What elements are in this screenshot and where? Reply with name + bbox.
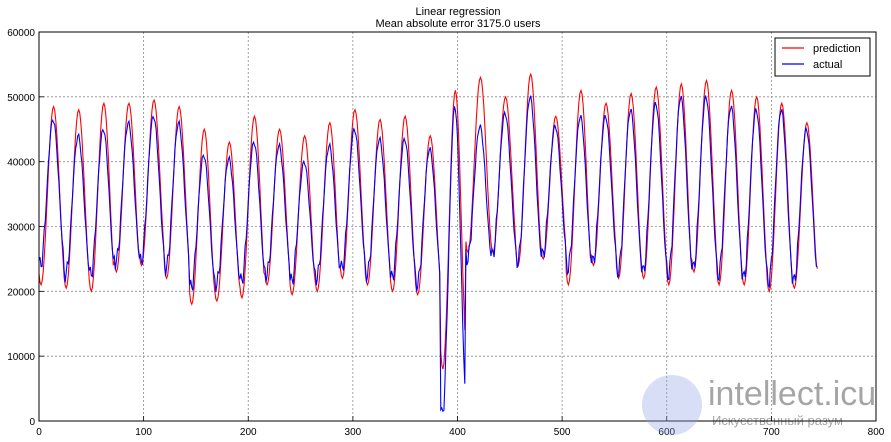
watermark-tagline: Искусственный разум: [712, 413, 843, 428]
legend-label-prediction: prediction: [813, 43, 861, 55]
plot-frame: [38, 31, 877, 422]
series-line-actual: [38, 95, 818, 413]
y-tick-label: 60000: [7, 28, 35, 39]
y-tick-label: 0: [29, 417, 35, 428]
x-tick-label: 400: [449, 427, 466, 438]
watermark-brand: intellect.icu: [708, 375, 876, 413]
series-line-prediction: [38, 72, 818, 370]
chart-title: Linear regression: [416, 6, 501, 18]
x-tick-label: 700: [763, 427, 780, 438]
x-tick-label: 0: [36, 427, 42, 438]
x-tick-label: 200: [240, 427, 257, 438]
y-tick-label: 20000: [7, 287, 35, 298]
y-tick-label: 10000: [7, 352, 35, 363]
x-tick-label: 300: [345, 427, 362, 438]
legend-label-actual: actual: [813, 59, 842, 71]
x-tick-label: 800: [868, 427, 885, 438]
series-group: [38, 72, 818, 413]
y-tick-label: 50000: [7, 93, 35, 104]
y-tick-label: 30000: [7, 223, 35, 234]
x-tick-label: 500: [554, 427, 571, 438]
legend-box: [774, 37, 871, 77]
watermark-logo-icon: [642, 375, 702, 435]
x-tick-label: 600: [658, 427, 675, 438]
chart-subtitle: Mean absolute error 3175.0 users: [375, 18, 541, 30]
watermark: intellect.icu Искусственный разум: [642, 375, 876, 435]
x-tick-label: 100: [135, 427, 152, 438]
y-tick-label: 40000: [7, 158, 35, 169]
legend: prediction actual: [774, 37, 871, 77]
